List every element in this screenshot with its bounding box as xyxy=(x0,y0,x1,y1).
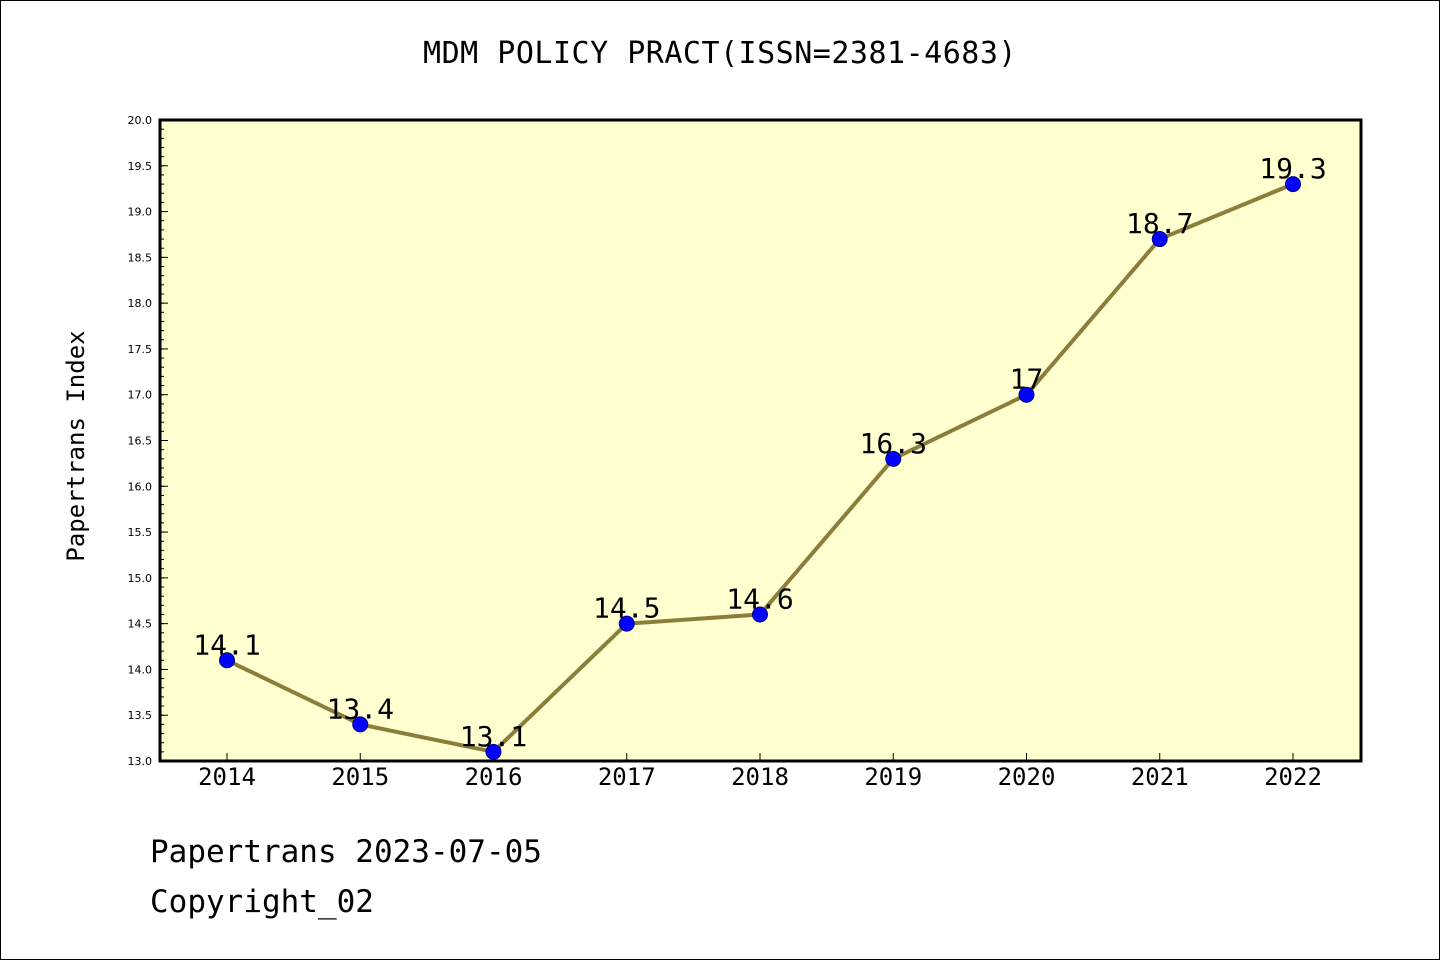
x-tick-label: 2016 xyxy=(465,763,523,791)
y-tick-label: 16.5 xyxy=(128,435,153,448)
x-tick-label: 2021 xyxy=(1131,763,1189,791)
plot-frame xyxy=(158,118,1363,763)
x-tick-label: 2017 xyxy=(598,763,656,791)
x-tick-label: 2022 xyxy=(1264,763,1322,791)
data-point xyxy=(485,743,502,760)
x-tick-label: 2015 xyxy=(331,763,389,791)
y-tick-label: 20.0 xyxy=(128,114,153,127)
y-tick-label: 13.0 xyxy=(128,755,153,768)
x-tick-label: 2019 xyxy=(864,763,922,791)
y-tick-label: 18.0 xyxy=(128,297,153,310)
y-tick-label: 14.0 xyxy=(128,663,153,676)
footer-date: Papertrans 2023-07-05 xyxy=(150,834,542,870)
y-axis-label: Papertrans Index xyxy=(62,330,90,562)
y-tick-label: 15.0 xyxy=(128,572,153,585)
y-tick-label: 19.0 xyxy=(128,206,153,219)
data-point xyxy=(1018,386,1035,403)
data-point xyxy=(1285,176,1301,193)
footer-copyright: Copyright_02 xyxy=(150,884,374,920)
y-tick-label: 19.5 xyxy=(128,160,153,173)
y-tick-label: 14.5 xyxy=(128,618,153,631)
y-tick-label: 15.5 xyxy=(128,526,153,539)
data-point xyxy=(219,652,235,669)
data-point xyxy=(352,716,369,733)
data-point xyxy=(618,615,635,632)
chart-title: MDM POLICY PRACT(ISSN=2381-4683) xyxy=(423,36,1017,71)
x-tick-label: 2020 xyxy=(998,763,1056,791)
data-point xyxy=(1151,231,1168,248)
y-tick-label: 18.5 xyxy=(128,251,153,264)
data-point xyxy=(752,606,768,623)
y-tick-label: 17.5 xyxy=(128,343,153,356)
x-tick-label: 2018 xyxy=(731,763,789,791)
data-point xyxy=(885,450,902,467)
x-tick-label: 2014 xyxy=(198,763,256,791)
y-tick-label: 17.0 xyxy=(128,389,153,402)
plot-area xyxy=(160,120,1361,761)
y-tick-label: 13.5 xyxy=(128,709,153,722)
y-tick-label: 16.0 xyxy=(128,480,153,493)
